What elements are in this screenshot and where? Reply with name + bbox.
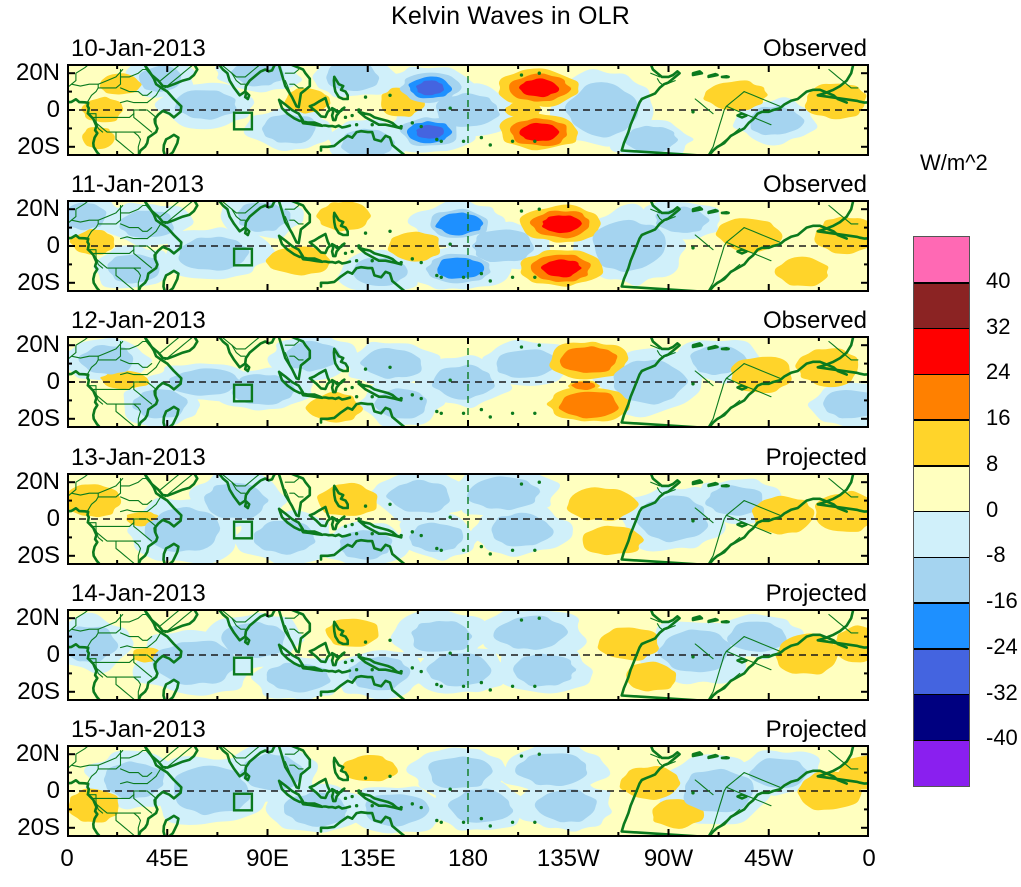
y-axis-tick-label: 0 (46, 368, 60, 395)
colorbar-tick-label: 32 (986, 313, 1011, 339)
colorbar-band-divider (914, 739, 969, 741)
colorbar-tick-label: 40 (986, 267, 1011, 293)
olr-contour-field (67, 473, 869, 565)
panel-date-label: 12-Jan-2013 (71, 307, 206, 334)
colorbar-tick-label: 16 (986, 405, 1011, 430)
panel-frame (67, 64, 869, 156)
colorbar-tick-label: 0 (986, 496, 999, 522)
y-axis-tick-label: 20S (17, 404, 60, 432)
y-axis-tick-label: 20N (15, 59, 60, 87)
y-axis-tick-label: 20S (17, 132, 60, 160)
olr-contour-field (67, 64, 869, 156)
colorbar-band (914, 420, 969, 466)
colorbar-band (914, 603, 969, 649)
colorbar-band (914, 465, 969, 512)
colorbar-band-divider (914, 419, 969, 421)
panel-date-label: 13-Jan-2013 (71, 444, 206, 471)
panel-date-label: 10-Jan-2013 (71, 35, 206, 62)
colorbar-band-divider (914, 602, 969, 604)
colorbar-tick-label: -32 (986, 679, 1018, 705)
x-axis-tick-label: 180 (447, 845, 489, 872)
y-axis-tick-label: 0 (46, 96, 60, 123)
x-axis-tick-label: 135W (536, 845, 600, 872)
colorbar-tick-label: -40 (986, 725, 1018, 751)
x-axis-tick-label: 45E (145, 845, 189, 872)
colorbar-tick-label: -24 (986, 633, 1018, 659)
x-axis-tick-label: 90W (643, 845, 694, 872)
panel-status-label: Projected (765, 716, 867, 743)
colorbar-band (914, 237, 969, 283)
y-axis-tick-label: 0 (46, 505, 60, 532)
olr-contour-field (67, 336, 869, 428)
x-axis-tick-label: 135E (339, 845, 396, 872)
y-axis-tick-label: 20S (17, 677, 60, 705)
panel-date-label: 11-Jan-2013 (71, 171, 204, 198)
map-panel: 13-Jan-2013 Projected (67, 444, 869, 565)
panel-status-label: Observed (762, 35, 867, 62)
map-panel: 14-Jan-2013 Projected (67, 580, 869, 701)
y-axis-tick-label: 20N (15, 195, 60, 223)
colorbar-band (914, 511, 969, 558)
colorbar-band (914, 282, 969, 329)
y-axis-tick-label: 20S (17, 813, 60, 841)
panel-frame (67, 473, 869, 565)
x-axis-tick-label: 0 (862, 845, 876, 872)
map-panel: 15-Jan-2013 Projected (67, 716, 869, 837)
colorbar-tick-label: 8 (986, 450, 999, 476)
y-axis-tick-label: 0 (46, 777, 60, 804)
colorbar-band-divider (914, 282, 969, 284)
colorbar-band (914, 740, 969, 786)
y-axis-tick-label: 0 (46, 641, 60, 668)
colorbar-band (914, 374, 969, 420)
panel-status-label: Observed (762, 307, 867, 334)
map-panel: 12-Jan-2013 Observed (67, 307, 869, 428)
panel-frame (67, 745, 869, 837)
olr-contour-field (67, 609, 869, 701)
colorbar-tick-label: -8 (986, 542, 1006, 568)
x-axis-tick-label: 45W (744, 845, 794, 872)
y-axis-tick-label: 20N (15, 468, 60, 496)
colorbar-tick-label: 24 (986, 359, 1011, 385)
olr-contour-field (67, 745, 869, 837)
colorbar-band-divider (914, 693, 969, 696)
colorbar-band (914, 694, 969, 741)
colorbar-band-divider (914, 373, 969, 375)
y-axis-tick-label: 20N (15, 331, 60, 359)
panel-frame (67, 609, 869, 701)
colorbar-band (914, 557, 969, 603)
y-axis-tick-label: 20S (17, 541, 60, 569)
colorbar-tick-label: -16 (986, 588, 1018, 613)
map-panel: 11-Jan-2013 Observed (67, 171, 869, 292)
x-axis-tick-label: 90E (246, 845, 289, 872)
colorbar-title: W/m^2 (920, 150, 988, 175)
page-title: Kelvin Waves in OLR (390, 2, 631, 30)
colorbar-band-divider (914, 465, 969, 467)
map-panel: 10-Jan-2013 Observed (67, 35, 869, 156)
x-axis-tick-label: 0 (60, 845, 74, 872)
panel-frame (67, 336, 869, 428)
colorbar-band-divider (914, 648, 969, 650)
panel-status-label: Observed (762, 171, 867, 198)
y-axis-tick-label: 0 (46, 232, 60, 259)
panel-status-label: Projected (765, 580, 867, 607)
colorbar-band-divider (914, 327, 969, 330)
olr-contour-field (67, 200, 869, 292)
y-axis-tick-label: 20N (15, 604, 60, 632)
panel-status-label: Projected (765, 444, 867, 471)
y-axis-tick-label: 20N (15, 740, 60, 768)
colorbar-band-divider (914, 510, 969, 513)
colorbar-band (914, 328, 969, 375)
y-axis-tick-label: 20S (17, 268, 60, 296)
colorbar-band-divider (914, 556, 969, 558)
colorbar-band (914, 648, 969, 695)
panel-date-label: 15-Jan-2013 (71, 716, 206, 743)
colorbar-swatches (913, 236, 970, 787)
panel-frame (67, 200, 869, 292)
panel-date-label: 14-Jan-2013 (71, 580, 206, 607)
